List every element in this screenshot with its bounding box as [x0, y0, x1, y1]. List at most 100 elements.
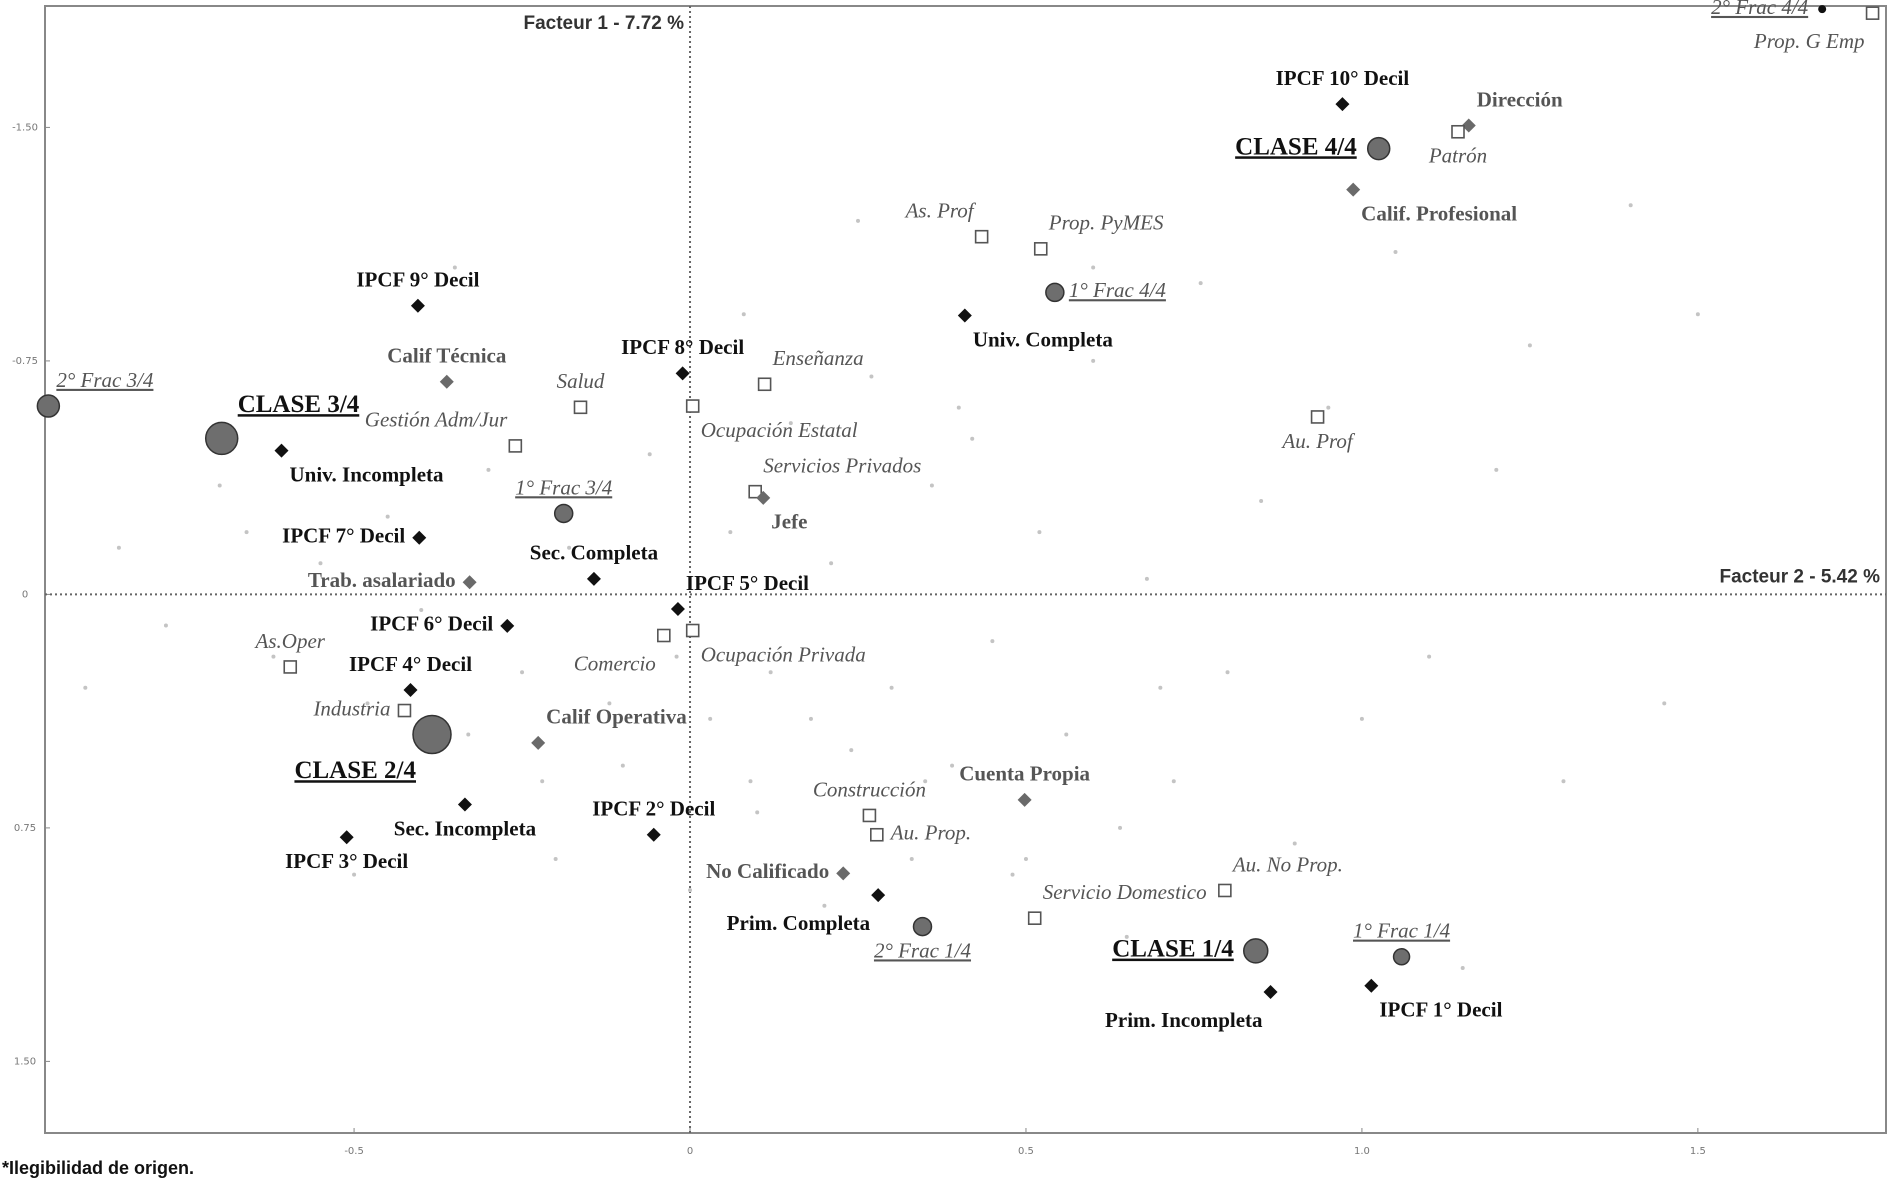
background-point: [1124, 934, 1129, 939]
background-point: [352, 872, 357, 877]
background-point: [1527, 343, 1532, 348]
background-point: [1326, 405, 1331, 410]
background-point: [1225, 670, 1230, 675]
diamond-marker: [462, 575, 477, 590]
background-point: [929, 483, 934, 488]
background-point: [708, 716, 713, 721]
background-point: [748, 779, 753, 784]
background-point: [116, 545, 121, 550]
background-point: [83, 685, 88, 690]
background-point: [163, 623, 168, 628]
background-point: [1118, 825, 1123, 830]
point-label: 1° Frac 1/4: [1353, 919, 1451, 943]
point-label: Sec. Completa: [530, 541, 659, 565]
point-label: Servicio Domestico: [1043, 880, 1207, 904]
point-label: As. Prof: [904, 199, 977, 223]
background-point: [855, 218, 860, 223]
background-point: [1427, 654, 1432, 659]
point-label: IPCF 2° Decil: [592, 797, 715, 821]
circle-marker: [1392, 948, 1411, 966]
background-point: [768, 670, 773, 675]
diamond-marker: [1017, 792, 1032, 807]
point-label: Prim. Incompleta: [1105, 1008, 1263, 1032]
background-point: [486, 467, 491, 472]
background-point: [271, 654, 276, 659]
square-marker: [870, 827, 884, 842]
diamond-marker: [957, 308, 972, 323]
point-label: Calif Técnica: [387, 344, 507, 368]
y-tick-label: 1.50: [14, 1056, 36, 1067]
point-label: Patrón: [1428, 144, 1487, 168]
background-point: [520, 670, 525, 675]
background-point: [540, 779, 545, 784]
square-marker: [1865, 6, 1880, 20]
square-marker: [1310, 410, 1325, 424]
background-point: [869, 374, 874, 379]
point-label: IPCF 6° Decil: [370, 612, 493, 636]
point-label: Comercio: [574, 651, 656, 675]
background-point: [365, 701, 370, 706]
point-label: Salud: [557, 369, 605, 393]
square-marker: [1033, 242, 1048, 256]
plot-frame: [44, 5, 1887, 1134]
point-label: Au. Prof: [1280, 429, 1356, 453]
square-marker: [1451, 124, 1465, 139]
diamond-marker: [439, 374, 454, 389]
background-point: [990, 639, 995, 644]
square-marker: [397, 703, 412, 718]
point-label: CLASE 2/4: [294, 757, 416, 784]
background-point: [1064, 732, 1069, 737]
background-point: [620, 763, 625, 768]
background-point: [567, 545, 572, 550]
background-point: [788, 421, 793, 426]
point-label: IPCF 9° Decil: [356, 268, 479, 292]
background-point: [849, 748, 854, 753]
diamond-marker: [412, 530, 427, 545]
point-label: Gestión Adm/Jur: [365, 408, 508, 432]
background-point: [1198, 281, 1203, 286]
point-label: Dirección: [1477, 87, 1563, 111]
point-label: Au. No Prop.: [1231, 852, 1343, 876]
background-point: [466, 732, 471, 737]
background-point: [1695, 312, 1700, 317]
background-point: [1010, 872, 1015, 877]
point-label: Sec. Incompleta: [394, 816, 537, 840]
square-marker: [757, 377, 772, 392]
point-label: 2° Frac 3/4: [56, 368, 154, 392]
background-point: [956, 405, 961, 410]
diamond-marker: [1263, 984, 1278, 999]
diamond-marker: [410, 298, 425, 313]
point-label: Cuenta Propia: [959, 762, 1090, 786]
y-tick-label: -1.50: [12, 122, 38, 133]
circle-marker: [1366, 136, 1391, 161]
background-point: [923, 779, 928, 784]
circle-marker: [1045, 282, 1065, 303]
circle-marker: [553, 503, 574, 524]
diamond-marker: [756, 490, 771, 505]
point-label: IPCF 10° Decil: [1276, 66, 1410, 90]
background-point: [385, 514, 390, 519]
background-point: [1292, 841, 1297, 846]
square-marker: [573, 400, 588, 415]
point-label: 2° Frac 1/4: [874, 938, 972, 962]
point-label: 2° Frac 4/4: [1711, 0, 1809, 19]
point-label: No Calificado: [706, 859, 829, 883]
point-label: IPCF 1° Decil: [1379, 998, 1502, 1022]
circle-marker: [1243, 938, 1269, 964]
background-point: [970, 436, 975, 441]
square-marker: [862, 808, 877, 823]
background-point: [1037, 530, 1042, 535]
background-point: [829, 561, 834, 566]
x-tick-label: 0: [687, 1146, 693, 1157]
point-label: Servicios Privados: [763, 453, 921, 477]
x-tick-label: 1.5: [1690, 1146, 1706, 1157]
square-marker: [657, 628, 671, 643]
point-label: IPCF 7° Decil: [282, 524, 405, 548]
background-point: [822, 903, 827, 908]
point-label: Univ. Incompleta: [290, 462, 445, 486]
square-marker: [974, 229, 989, 244]
background-point: [244, 530, 249, 535]
point-label: Trab. asalariado: [308, 568, 456, 592]
background-point: [1359, 716, 1364, 721]
point-label: Ocupación Estatal: [701, 418, 858, 442]
